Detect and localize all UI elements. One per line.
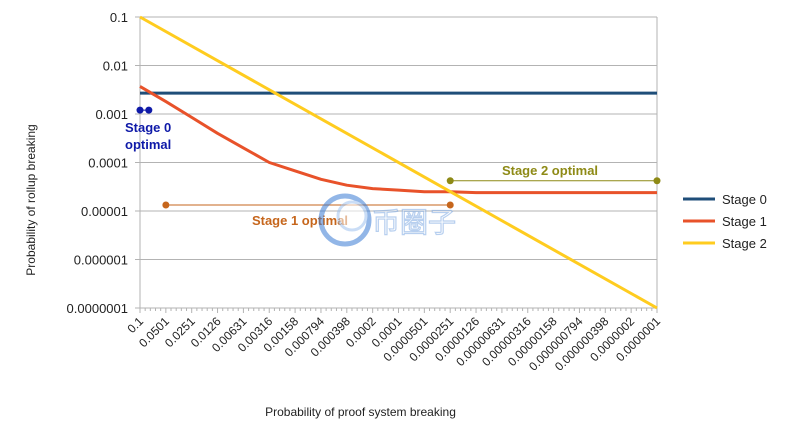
- series-line-stage-1: [139, 85, 657, 195]
- watermark-text: 币圈子: [372, 207, 456, 238]
- series-line-stage-2: [139, 15, 658, 310]
- y-tick-label: 0.01: [103, 59, 128, 74]
- annotation-endpoint-dot: [653, 177, 661, 185]
- annotation-endpoint-dot: [446, 201, 454, 209]
- legend-label: Stage 2: [722, 236, 767, 251]
- annotation-endpoint-dot: [145, 106, 153, 114]
- x-axis-title: Probability of proof system breaking: [265, 405, 456, 419]
- annotation-label: Stage 2 optimal: [502, 163, 598, 178]
- y-tick-label: 0.001: [95, 107, 128, 122]
- y-tick-label: 0.00001: [81, 204, 128, 219]
- watermark-logo-icon: [336, 200, 368, 232]
- annotation-label: optimal: [125, 137, 171, 152]
- y-tick-label: 0.1: [110, 10, 128, 25]
- y-axis-title: Probability of rollup breaking: [24, 124, 38, 275]
- annotation-endpoint-dot: [136, 106, 144, 114]
- annotation-endpoint-dot: [162, 201, 170, 209]
- annotation-label: Stage 0: [125, 120, 171, 135]
- y-tick-label: 0.0000001: [67, 301, 128, 316]
- watermark-logo-icon: [318, 193, 372, 247]
- legend-label: Stage 1: [722, 214, 767, 229]
- annotation-label: Stage 1 optimal: [252, 213, 348, 228]
- annotation-endpoint-dot: [446, 177, 454, 185]
- legend-label: Stage 0: [722, 192, 767, 207]
- watermark: 币圈子: [318, 193, 457, 247]
- y-tick-label: 0.0001: [88, 156, 128, 171]
- y-tick-label: 0.000001: [74, 253, 128, 268]
